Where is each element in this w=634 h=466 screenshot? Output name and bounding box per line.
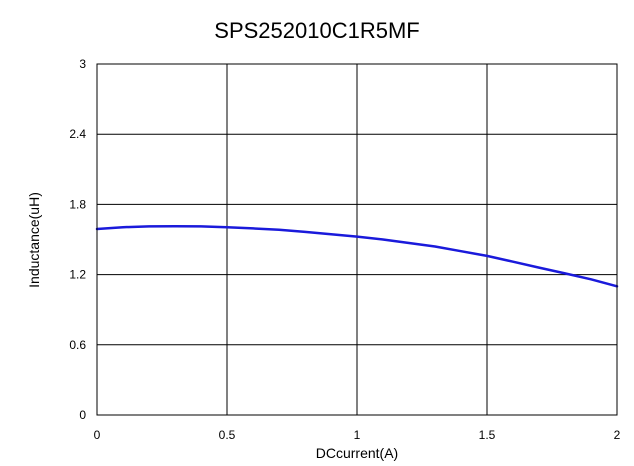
y-tick-label: 1.8 <box>69 197 86 211</box>
tick-labels: 0 0.5 1 1.5 2 0 0.6 1.2 1.8 2.4 3 <box>69 57 620 442</box>
grid <box>96 63 618 416</box>
y-tick-label: 0.6 <box>69 338 86 352</box>
y-tick-label: 3 <box>79 57 86 71</box>
y-tick-label: 2.4 <box>69 127 86 141</box>
y-tick-label: 0 <box>79 408 86 422</box>
x-tick-label: 1.5 <box>479 428 496 442</box>
x-tick-label: 2 <box>614 428 621 442</box>
plot-frame <box>96 63 618 416</box>
x-tick-label: 0 <box>94 428 101 442</box>
y-tick-label: 1.2 <box>69 268 86 282</box>
chart-title: SPS252010C1R5MF <box>214 18 419 43</box>
x-axis-label: DCcurrent(A) <box>316 445 398 461</box>
y-axis-label: Inductance(uH) <box>26 192 42 288</box>
x-tick-label: 1 <box>354 428 361 442</box>
series-line <box>95 225 619 288</box>
x-tick-label: 0.5 <box>219 428 236 442</box>
series-layer <box>95 225 619 288</box>
